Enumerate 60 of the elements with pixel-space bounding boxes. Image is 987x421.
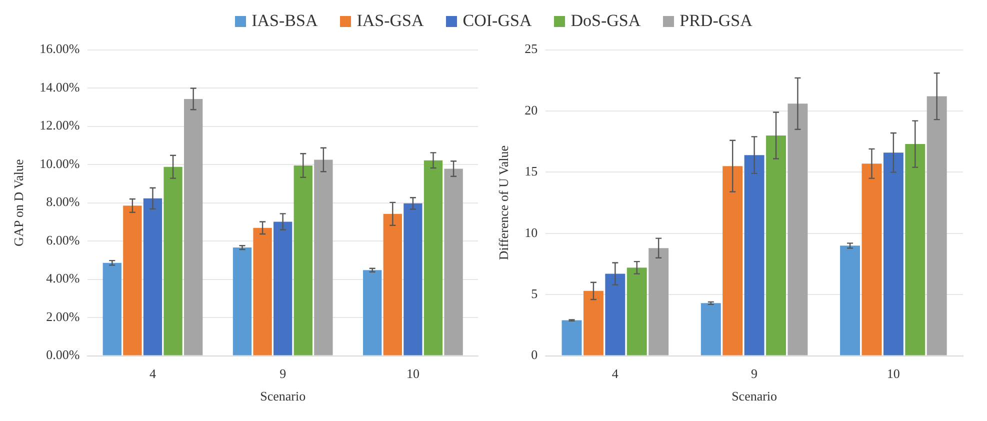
bar [404,203,422,356]
bar [294,166,312,356]
bar [788,104,808,356]
legend-label: COI-GSA [462,11,532,31]
bar [123,206,142,356]
legend-label: IAS-BSA [252,11,318,31]
bar [253,228,272,356]
y-axis-title: GAP on D Value [11,159,26,246]
bar [274,222,292,356]
x-axis-title: Scenario [732,388,778,404]
bar [862,164,882,356]
x-tick-label: 4 [149,366,156,382]
bar [722,166,743,356]
bar [164,166,182,356]
y-tick-label: 2.00% [46,308,80,324]
y-tick-label: 0.00% [46,347,80,362]
bar [583,290,604,356]
y-axis-title: Difference of U Value [496,145,512,260]
bar [184,98,203,356]
y-tick-label: 4.00% [46,270,80,286]
bar [143,198,162,356]
x-tick-label: 4 [612,366,619,382]
y-tick-label: 20 [524,102,538,118]
legend-label: PRD-GSA [680,11,752,31]
y-tick-label: 0 [531,347,538,362]
y-tick-label: 14.00% [40,79,80,94]
bar [883,152,904,356]
bar [648,248,669,356]
bar [444,168,463,356]
bar [926,96,947,356]
legend-label: DoS-GSA [570,11,641,31]
bar [383,214,402,356]
y-tick-label: 8.00% [46,194,80,210]
y-tick-label: 15 [524,164,538,179]
bar [605,274,626,356]
x-tick-label: 10 [886,366,900,382]
y-tick-label: 16.00% [40,41,80,56]
legend-label: IAS-GSA [356,11,424,31]
x-tick-label: 9 [751,366,758,382]
bar [363,270,382,356]
x-tick-label: 10 [406,366,420,382]
bar [562,320,582,356]
x-axis-title: Scenario [260,388,306,404]
bar [840,246,860,356]
y-tick-label: 5 [531,286,538,302]
bar [744,155,764,356]
bar [314,160,333,356]
x-tick-label: 9 [280,366,286,382]
bar [766,135,786,356]
bar [424,160,443,356]
bar [626,268,647,356]
y-tick-label: 25 [524,41,538,56]
y-tick-label: 10 [524,224,538,240]
y-tick-label: 6.00% [46,232,80,248]
bar [102,262,122,356]
bar [905,144,926,356]
bar [232,248,252,356]
y-tick-label: 10.00% [40,156,80,171]
bar [700,303,721,356]
y-tick-label: 12.00% [40,118,80,133]
